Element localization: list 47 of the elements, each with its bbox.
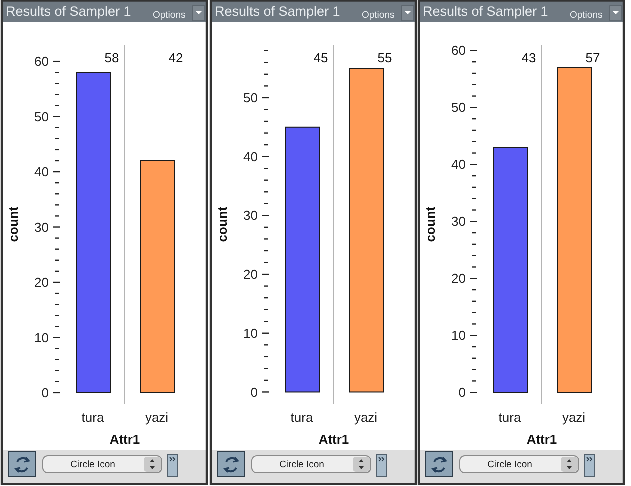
x-axis-title: Attr1 — [526, 432, 558, 447]
chart-title: Results of Sampler 1 — [423, 4, 548, 19]
y-tick-label: 10 — [452, 328, 466, 344]
y-tick-label: 40 — [34, 164, 49, 180]
x-axis-title: Attr1 — [318, 432, 350, 447]
chart-title: Results of Sampler 1 — [215, 4, 340, 19]
y-tick-label: 50 — [452, 100, 466, 116]
y-tick-label: 40 — [244, 149, 258, 164]
text: Options — [153, 10, 186, 21]
text: Circle Icon — [280, 460, 324, 470]
text: Circle Icon — [488, 460, 532, 470]
y-tick-label: 60 — [34, 54, 49, 70]
annotation: 42 — [168, 50, 184, 66]
text: Circle Icon — [70, 460, 116, 470]
y-tick-label: 50 — [34, 109, 49, 124]
annotation: 45 — [314, 50, 328, 66]
y-tick-label: 20 — [244, 267, 258, 282]
y-tick-label: 60 — [452, 43, 466, 58]
y-tick-label: 10 — [244, 326, 258, 341]
y-tick-label: 0 — [250, 384, 258, 400]
annotation: 57 — [586, 50, 600, 66]
y-tick-label: 30 — [452, 214, 466, 230]
x-tick-label: tura — [82, 410, 105, 425]
annotation: 58 — [104, 50, 120, 66]
annotation: 43 — [522, 50, 536, 66]
text: Options — [570, 10, 603, 21]
x-tick-label: tura — [498, 410, 522, 425]
y-tick-label: 20 — [34, 275, 49, 290]
y-tick-label: 10 — [34, 330, 49, 346]
y-tick-label: 40 — [452, 157, 466, 172]
y-tick-label: 30 — [244, 208, 258, 224]
y-tick-label: 0 — [458, 385, 466, 400]
x-tick-label: yazi — [562, 410, 586, 425]
y-tick-label: 50 — [244, 90, 258, 106]
x-tick-label: yazi — [145, 410, 169, 425]
x-tick-label: tura — [290, 410, 314, 425]
text: Options — [362, 10, 395, 21]
x-axis-title: Attr1 — [110, 432, 140, 447]
y-axis-title: count — [215, 206, 230, 242]
x-tick-label: yazi — [354, 410, 378, 425]
y-axis-title: count — [6, 206, 21, 242]
y-tick-label: 0 — [42, 386, 49, 401]
y-tick-label: 20 — [452, 271, 466, 286]
y-tick-label: 30 — [34, 220, 49, 235]
annotation: 55 — [378, 50, 392, 66]
y-axis-title: count — [423, 206, 438, 242]
chart-title: Results of Sampler 1 — [6, 4, 132, 19]
